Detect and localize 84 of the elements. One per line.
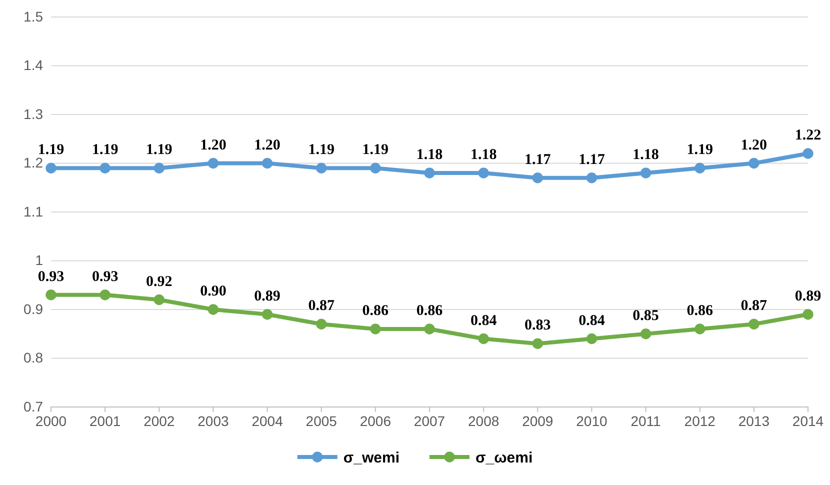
data-label: 1.19 (362, 142, 389, 158)
point (46, 162, 56, 174)
y-tick-label: 0.7 (24, 398, 44, 414)
data-label: 0.93 (92, 268, 118, 285)
y-tick-label: 1.4 (24, 57, 44, 74)
data-label: 1.22 (794, 128, 822, 144)
point (802, 148, 814, 159)
point (154, 294, 164, 306)
point (316, 162, 327, 174)
data-label: 0.89 (794, 288, 822, 304)
data-label: 0.86 (362, 303, 390, 319)
y-tick-label: 0.9 (24, 300, 44, 317)
data-label: 0.84 (470, 312, 498, 329)
legend-label: σ_wemi (343, 449, 400, 466)
x-tick-label: 2009 (522, 412, 554, 429)
data-label: 0.89 (254, 288, 280, 304)
data-label: 0.87 (740, 298, 768, 314)
x-tick-label: 2001 (89, 412, 121, 429)
point (478, 333, 489, 344)
point (370, 162, 381, 174)
y-tick-label: 1.5 (24, 8, 44, 24)
data-label: 0.92 (146, 274, 172, 290)
point (748, 158, 760, 169)
data-label: 1.20 (200, 137, 226, 154)
x-tick-label: 2010 (576, 412, 608, 429)
x-tick-label: 2011 (630, 412, 662, 429)
x-tick-label: 2004 (252, 412, 284, 429)
point (154, 162, 164, 174)
data-label: 1.19 (146, 142, 172, 158)
point (586, 172, 598, 184)
data-label: 0.93 (38, 268, 64, 285)
y-tick-label: 0.8 (24, 350, 44, 366)
data-label: 0.85 (632, 308, 659, 324)
point (694, 162, 706, 174)
point (208, 158, 219, 169)
x-tick-label: 2007 (414, 412, 446, 429)
point (640, 328, 652, 340)
data-label: 1.18 (470, 147, 497, 163)
x-tick-label: 2006 (360, 412, 392, 429)
point (640, 168, 652, 178)
point (424, 324, 435, 334)
x-tick-label: 2008 (468, 412, 500, 429)
point (46, 290, 56, 300)
data-label: 0.83 (524, 318, 551, 334)
data-label: 1.18 (632, 147, 659, 163)
point (532, 172, 543, 184)
data-label: 1.17 (524, 152, 552, 168)
point (478, 168, 489, 178)
y-tick-label: 1.1 (24, 203, 44, 220)
data-label: 1.17 (578, 152, 606, 168)
data-label: 1.19 (686, 142, 713, 158)
data-label: 1.20 (740, 137, 768, 154)
data-label: 0.86 (686, 303, 714, 319)
point (532, 338, 543, 349)
point (424, 168, 435, 178)
data-label: 1.18 (416, 147, 443, 163)
point (208, 304, 219, 315)
data-label: 0.90 (200, 284, 226, 300)
data-label: 1.19 (308, 142, 334, 158)
point (802, 309, 814, 320)
x-tick-label: 2003 (198, 412, 229, 429)
point (748, 318, 760, 330)
data-label: 0.84 (578, 312, 606, 329)
x-tick-label: 2000 (35, 412, 67, 429)
data-label: 0.86 (416, 303, 444, 319)
x-tick-label: 2002 (144, 412, 175, 429)
x-tick-label: 2005 (306, 412, 338, 429)
y-tick-label: 1 (35, 252, 44, 268)
point (586, 333, 598, 344)
point (100, 290, 110, 300)
x-tick-label: 2014 (792, 412, 824, 429)
y-tick-label: 1.3 (24, 106, 44, 122)
data-label: 1.19 (92, 142, 118, 158)
x-tick-label: 2013 (738, 412, 770, 429)
point (100, 162, 110, 174)
point (316, 318, 327, 330)
legend-label: σ_ωemi (476, 449, 533, 466)
point (262, 158, 273, 169)
data-label: 0.87 (308, 298, 335, 314)
x-tick-label: 2012 (684, 412, 716, 429)
data-label: 1.20 (254, 137, 280, 154)
point (694, 324, 706, 334)
point (262, 309, 273, 320)
point (370, 324, 381, 334)
